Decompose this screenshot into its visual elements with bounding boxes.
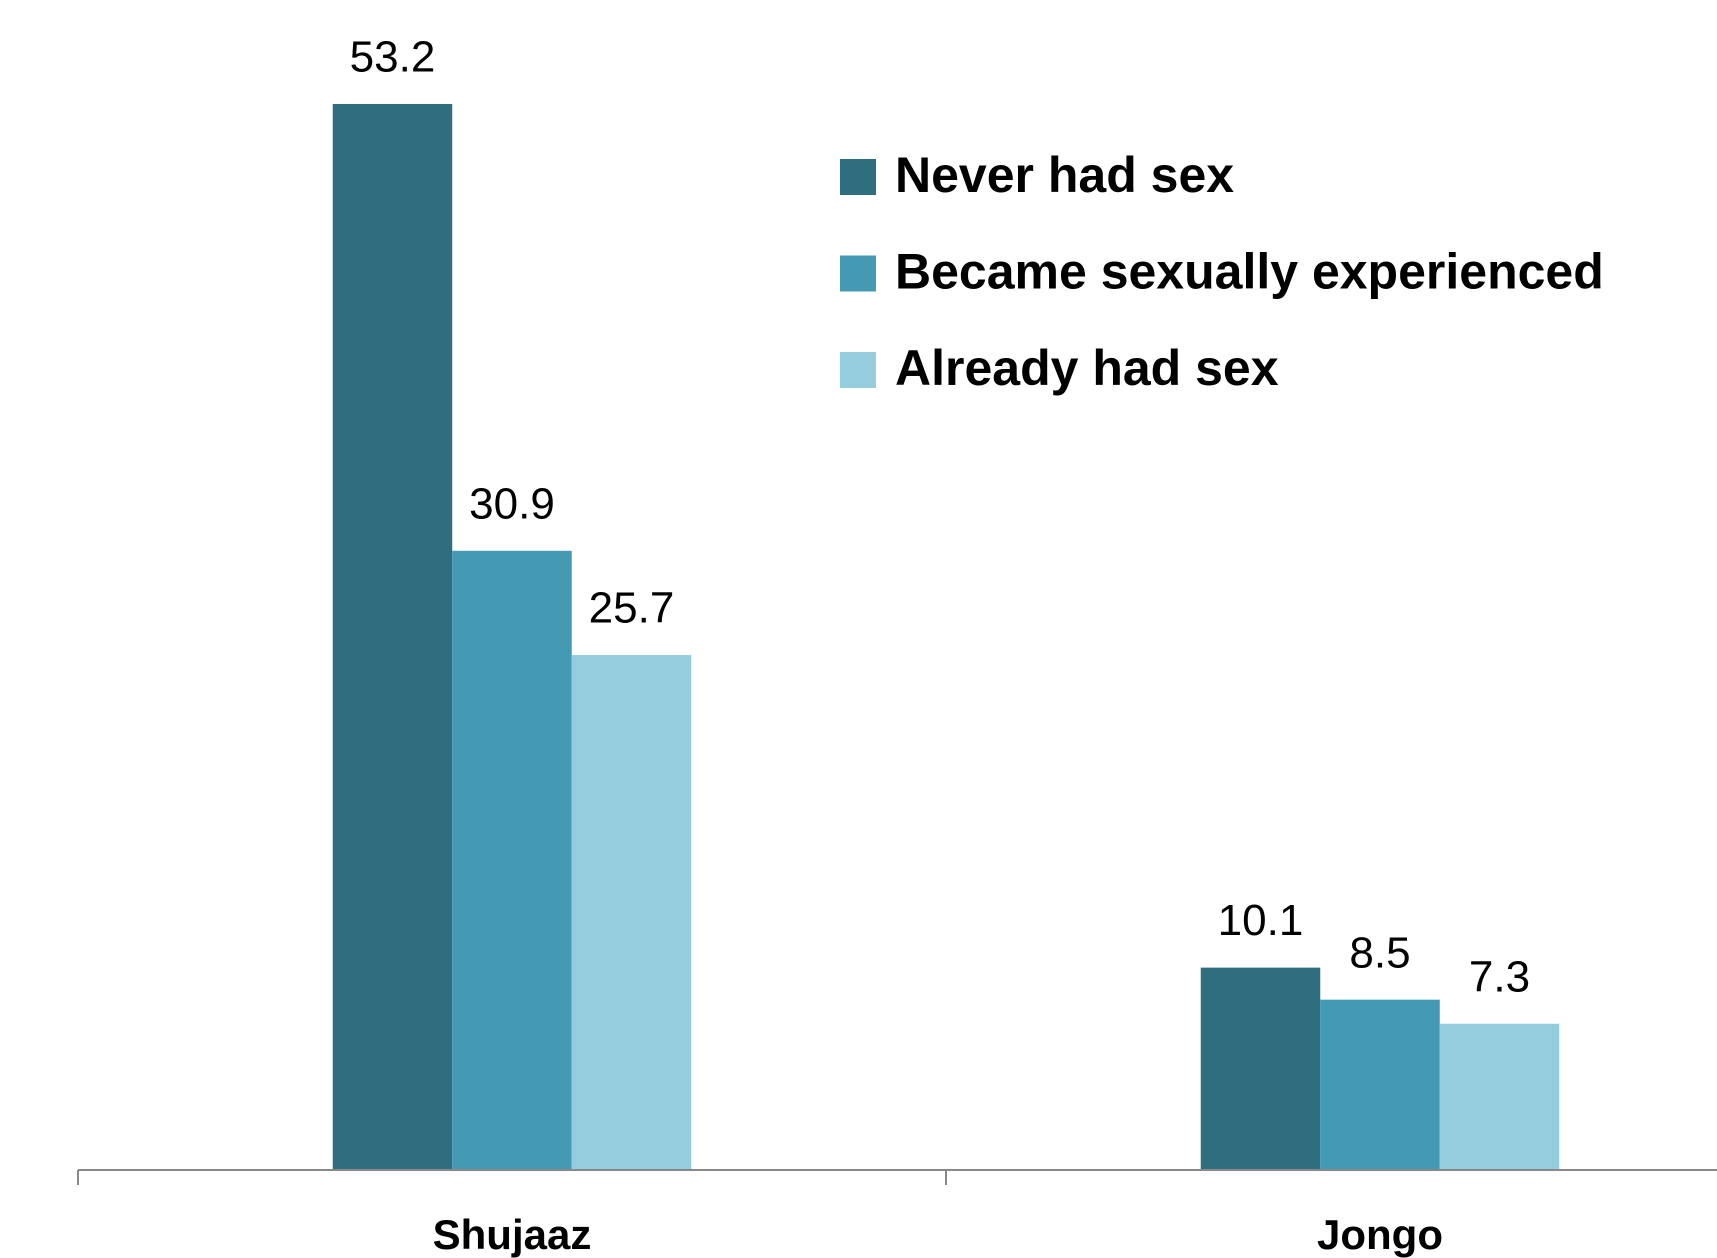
x-tick-label: Jongo xyxy=(1317,1211,1443,1258)
legend-swatch xyxy=(840,255,876,292)
bar xyxy=(571,655,692,1170)
legend-label: Never had sex xyxy=(895,147,1234,203)
data-label: 25.7 xyxy=(589,584,675,633)
data-label: 7.3 xyxy=(1469,952,1530,1001)
legend-swatch xyxy=(840,352,876,388)
data-label: 10.1 xyxy=(1218,896,1304,945)
bar xyxy=(452,550,572,1170)
bar xyxy=(1439,1023,1560,1170)
data-label: 30.9 xyxy=(469,479,555,528)
bar xyxy=(1200,967,1321,1170)
data-label: 53.2 xyxy=(350,33,436,82)
data-label: 8.5 xyxy=(1349,928,1410,977)
x-tick-label: Shujaaz xyxy=(433,1211,592,1258)
legend-label: Became sexually experienced xyxy=(895,244,1604,300)
bar xyxy=(1320,999,1440,1170)
bar xyxy=(332,104,453,1170)
legend-swatch xyxy=(840,159,876,195)
legend-label: Already had sex xyxy=(895,340,1279,396)
